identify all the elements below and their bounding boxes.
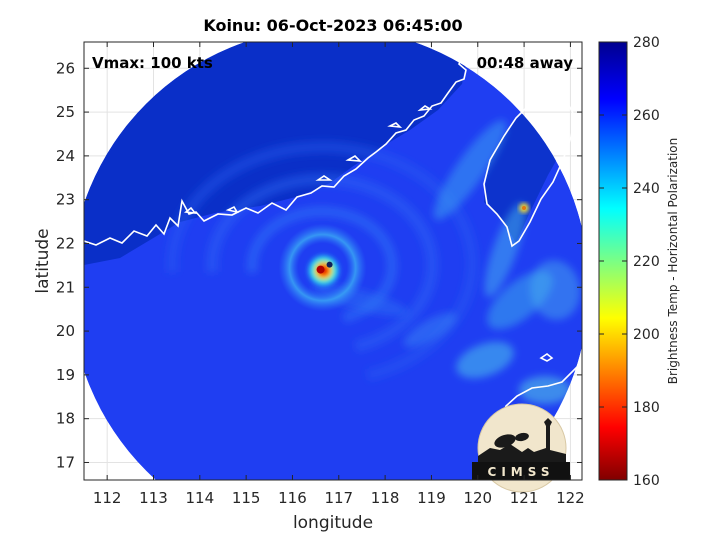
- cloud-streak: [403, 312, 457, 348]
- taiwan-warm-core: [522, 206, 526, 210]
- cimss-logo: CIMSS: [472, 403, 570, 493]
- y-tick-label: 18: [56, 410, 75, 428]
- y-tick-label: 19: [56, 366, 75, 384]
- y-axis-label: latitude: [33, 228, 53, 293]
- coastline-mainland: [84, 42, 471, 246]
- x-tick-label: 118: [371, 489, 400, 507]
- y-tick-label: 20: [56, 322, 75, 340]
- rain-band: [247, 206, 398, 323]
- colorbar-tick-label: 200: [633, 327, 660, 343]
- swath-texture: [166, 120, 581, 404]
- x-tick-label: 122: [556, 489, 585, 507]
- colorbar-ticks: 160 180 200 220 240 260 280: [599, 35, 660, 489]
- storm-eye-core: [316, 265, 325, 274]
- colorbar-tick-label: 260: [633, 108, 660, 124]
- y-tick-label: 24: [56, 147, 75, 165]
- coastline-islands: [183, 105, 433, 215]
- x-tick-label: 113: [139, 489, 168, 507]
- x-tick-label: 112: [93, 489, 122, 507]
- away-label: 00:48 away: [477, 54, 574, 72]
- y-tick-label: 23: [56, 191, 75, 209]
- storm-eye-center: [326, 261, 333, 268]
- chart-title: Koinu: 06-Oct-2023 06:45:00: [203, 16, 462, 35]
- colorbar-tick-label: 160: [633, 473, 660, 489]
- x-tick-label: 120: [463, 489, 492, 507]
- x-tick-label: 116: [278, 489, 307, 507]
- logo-dish-icon: [494, 434, 516, 448]
- y-tick-label: 17: [56, 453, 75, 471]
- colorbar-tick-label: 180: [633, 400, 660, 416]
- x-tick-label: 119: [417, 489, 446, 507]
- x-tick-label: 114: [185, 489, 214, 507]
- x-axis-ticks: 112 113 114 115 116 117 118 119 120 121 122: [93, 42, 585, 507]
- y-tick-label: 25: [56, 103, 75, 121]
- colorbar-label: Brightness Temp - Horizontal Polarizatio…: [666, 138, 680, 385]
- logo-text: CIMSS: [488, 465, 555, 479]
- vmax-label: Vmax: 100 kts: [92, 54, 213, 72]
- x-tick-label: 117: [324, 489, 353, 507]
- coastline-taiwan: [483, 95, 576, 248]
- y-tick-label: 22: [56, 234, 75, 252]
- colorbar: 160 180 200 220 240 260 280 Brightness Temp - …: [598, 35, 680, 489]
- cloud-streak: [433, 120, 507, 220]
- cloud-streak: [456, 341, 514, 379]
- logo-banner: [472, 462, 570, 480]
- cloud-streak: [484, 202, 526, 298]
- y-tick-label: 26: [56, 59, 75, 77]
- colorbar-tick-label: 220: [633, 254, 660, 270]
- axes-border: [83, 41, 583, 481]
- colorbar-tick-label: 240: [633, 181, 660, 197]
- x-axis-label: longitude: [293, 513, 373, 533]
- coastline-batanes: [539, 353, 554, 362]
- colorbar-tick-label: 280: [633, 35, 660, 51]
- logo-dish2-icon: [515, 432, 529, 442]
- logo-building-icon: [478, 418, 566, 476]
- y-tick-label: 21: [56, 278, 75, 296]
- x-tick-label: 115: [232, 489, 261, 507]
- rain-band: [206, 173, 439, 353]
- cloud-streak: [529, 260, 581, 320]
- x-tick-label: 121: [510, 489, 539, 507]
- y-axis-ticks: 17 18 19 20 21 22 23 24 25 26: [56, 59, 582, 471]
